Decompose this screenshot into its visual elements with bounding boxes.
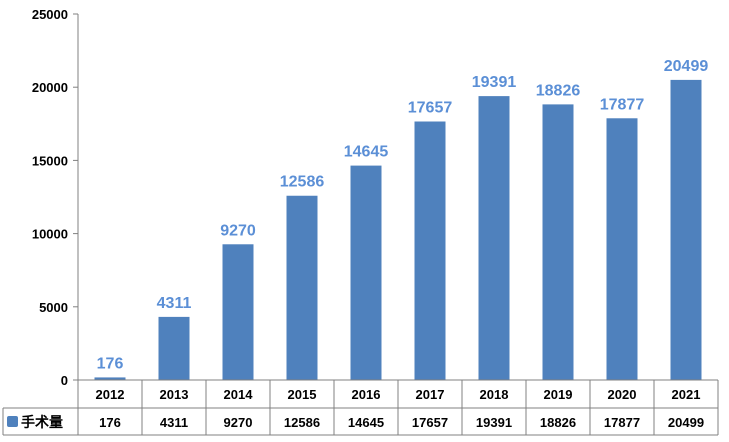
x-category-label: 2018 — [480, 387, 509, 402]
data-label: 17877 — [600, 96, 645, 113]
table-value: 14645 — [348, 415, 384, 430]
y-tick-label: 0 — [61, 373, 68, 388]
bar-2014 — [222, 244, 254, 380]
x-category-label: 2020 — [608, 387, 637, 402]
table-value: 18826 — [540, 415, 576, 430]
data-label: 20499 — [664, 58, 709, 75]
x-category-label: 2013 — [160, 387, 189, 402]
x-category-label: 2014 — [224, 387, 254, 402]
legend-swatch — [7, 416, 18, 427]
table-value: 176 — [99, 415, 121, 430]
x-category-label: 2016 — [352, 387, 381, 402]
bar-2015 — [286, 195, 318, 380]
table-value: 4311 — [160, 415, 188, 430]
bar-2013 — [158, 316, 190, 380]
y-tick-label: 25000 — [32, 7, 68, 22]
x-category-label: 2019 — [544, 387, 573, 402]
x-category-label: 2017 — [416, 387, 445, 402]
data-label: 4311 — [157, 295, 192, 312]
data-label: 14645 — [344, 144, 389, 161]
data-label: 12586 — [280, 174, 325, 191]
data-label: 19391 — [472, 74, 517, 91]
x-category-label: 2012 — [96, 387, 125, 402]
bar-2021 — [670, 79, 702, 380]
data-label: 9270 — [220, 222, 256, 239]
data-label: 18826 — [536, 82, 581, 99]
bar-2020 — [606, 118, 638, 380]
bar-2018 — [478, 96, 510, 381]
bar-2017 — [414, 121, 446, 380]
legend-series-name: 手术量 — [21, 414, 63, 431]
table-value: 19391 — [476, 415, 512, 430]
y-tick-label: 5000 — [39, 300, 68, 315]
table-value: 12586 — [284, 415, 320, 430]
x-category-label: 2021 — [672, 387, 701, 402]
table-value: 17877 — [604, 415, 640, 430]
y-tick-label: 10000 — [32, 227, 68, 242]
y-tick-label: 20000 — [32, 80, 68, 95]
bar-2016 — [350, 165, 382, 380]
y-tick-label: 15000 — [32, 153, 68, 168]
x-category-label: 2015 — [288, 387, 317, 402]
table-value: 17657 — [412, 415, 448, 430]
table-value: 9270 — [224, 415, 253, 430]
data-label: 17657 — [408, 100, 453, 117]
table-value: 20499 — [668, 415, 704, 430]
bar-2012 — [94, 377, 126, 380]
bar-2019 — [542, 104, 574, 380]
data-label: 176 — [97, 355, 124, 372]
